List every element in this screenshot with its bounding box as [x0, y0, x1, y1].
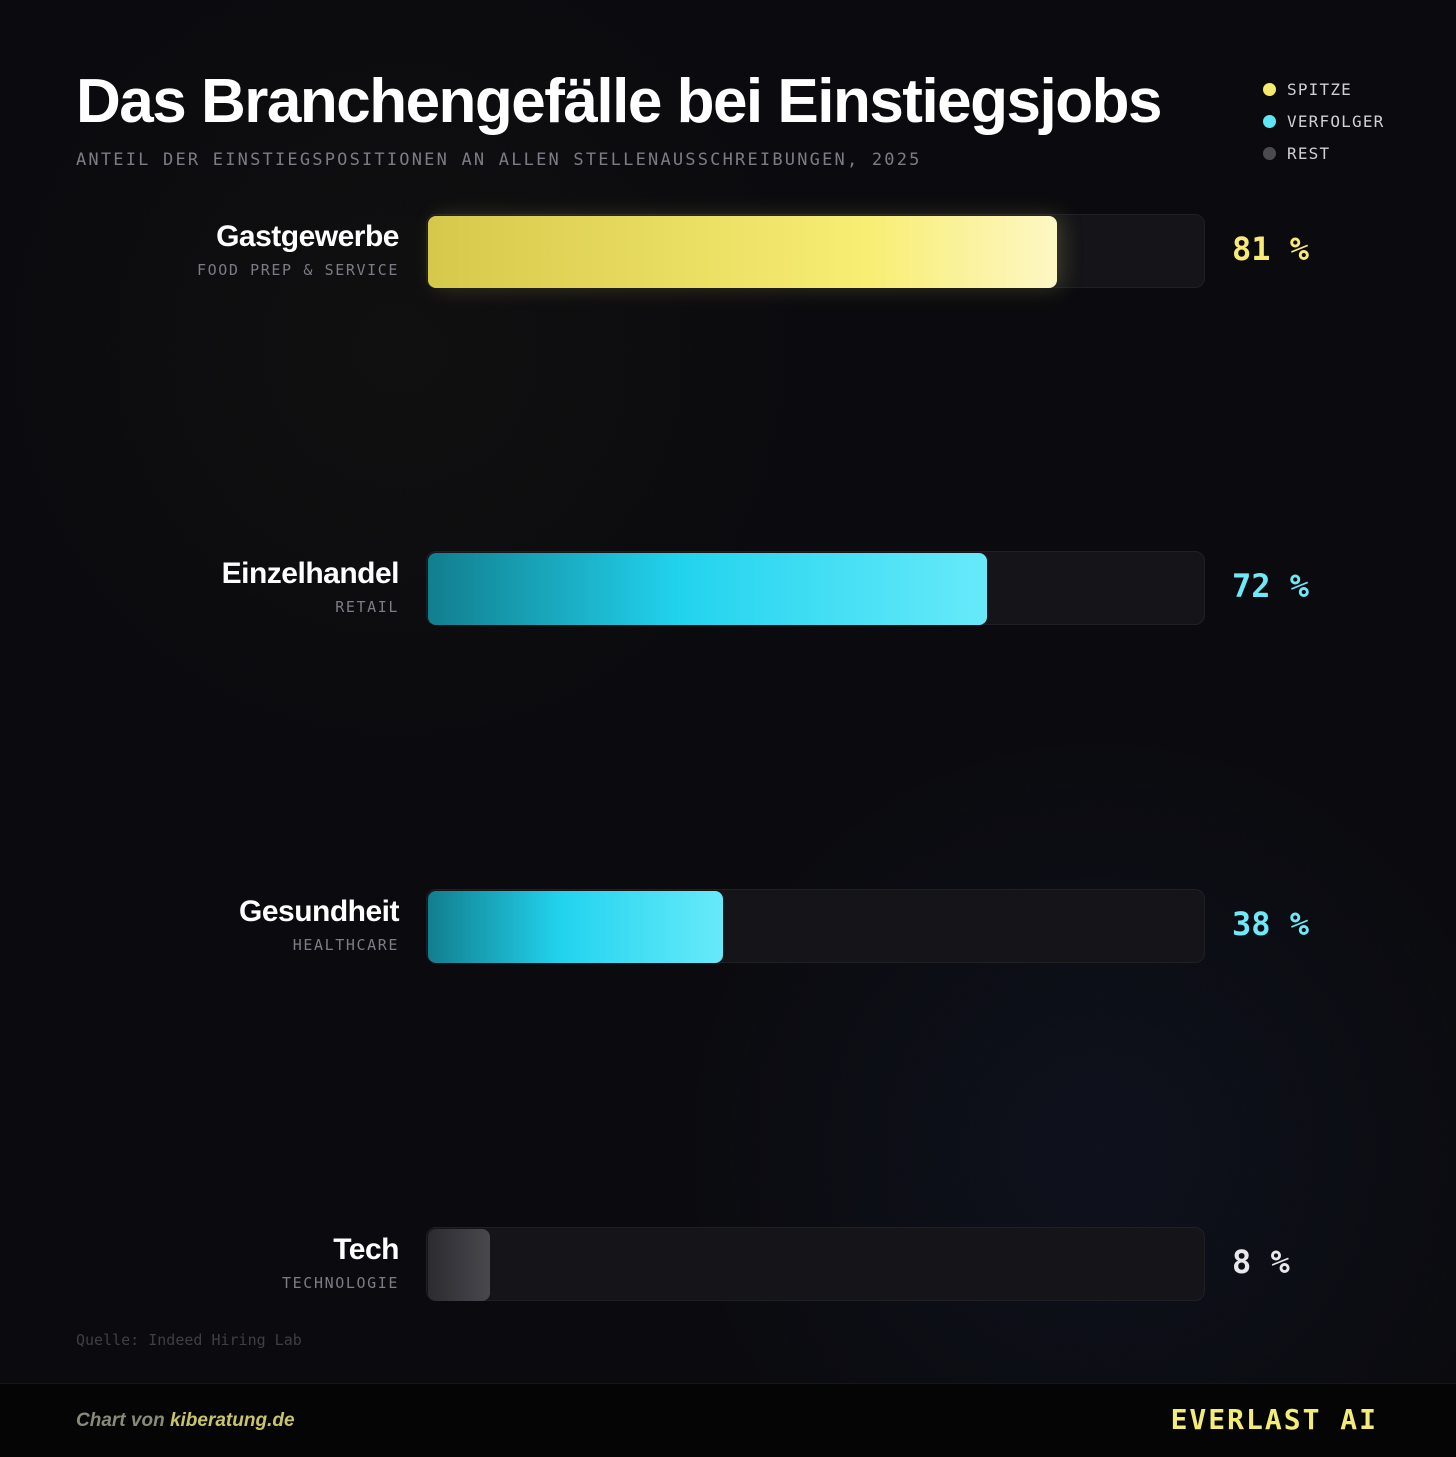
chart-title: Das Branchengefälle bei Einstiegsjobs — [76, 67, 1162, 136]
legend-item-rest: REST — [1263, 137, 1385, 169]
bar-tech — [428, 1229, 490, 1301]
legend: SPITZE VERFOLGER REST — [1263, 73, 1385, 169]
bar-gastgewerbe — [428, 216, 1057, 288]
category-label: Gastgewerbe — [216, 220, 399, 253]
value-label: 72 % — [1232, 567, 1310, 605]
legend-label-rest: REST — [1287, 143, 1331, 163]
legend-item-verfolger: VERFOLGER — [1263, 105, 1385, 137]
bar-gesundheit — [428, 891, 723, 963]
category-sublabel: FOOD PREP & SERVICE — [197, 261, 399, 279]
footer-credit-prefix: Chart von — [76, 1410, 170, 1431]
category-label: Einzelhandel — [221, 557, 400, 590]
footer-brand-logo: EVERLAST AI — [1170, 1403, 1378, 1436]
legend-dot-rest — [1263, 146, 1276, 160]
legend-item-spitze: SPITZE — [1263, 73, 1385, 105]
chart-subtitle: ANTEIL DER EINSTIEGSPOSITIONEN AN ALLEN … — [76, 150, 922, 170]
bar-track — [426, 1227, 1205, 1301]
category-sublabel: HEALTHCARE — [292, 936, 399, 954]
bar-row-tech: Tech TECHNOLOGIE 8 % — [0, 1227, 1456, 1303]
value-label: 8 % — [1232, 1243, 1290, 1281]
bar-row-gastgewerbe: Gastgewerbe FOOD PREP & SERVICE 81 % — [0, 214, 1456, 290]
category-sublabel: TECHNOLOGIE — [282, 1274, 399, 1292]
footer: Chart von kiberatung.de EVERLAST AI — [0, 1383, 1456, 1457]
source-note: Quelle: Indeed Hiring Lab — [76, 1331, 302, 1349]
legend-dot-spitze — [1263, 82, 1276, 96]
bar-row-gesundheit: Gesundheit HEALTHCARE 38 % — [0, 889, 1456, 965]
footer-credit: Chart von kiberatung.de — [76, 1410, 295, 1432]
bar-einzelhandel — [428, 553, 987, 625]
footer-credit-link[interactable]: kiberatung.de — [169, 1410, 295, 1431]
legend-dot-verfolger — [1263, 114, 1276, 128]
legend-label-spitze: SPITZE — [1287, 79, 1352, 99]
value-label: 38 % — [1232, 905, 1310, 943]
legend-label-verfolger: VERFOLGER — [1287, 111, 1385, 131]
category-label: Tech — [333, 1233, 399, 1266]
category-sublabel: RETAIL — [335, 598, 399, 616]
value-label: 81 % — [1232, 230, 1310, 268]
bar-row-einzelhandel: Einzelhandel RETAIL 72 % — [0, 551, 1456, 627]
category-label: Gesundheit — [238, 895, 400, 928]
